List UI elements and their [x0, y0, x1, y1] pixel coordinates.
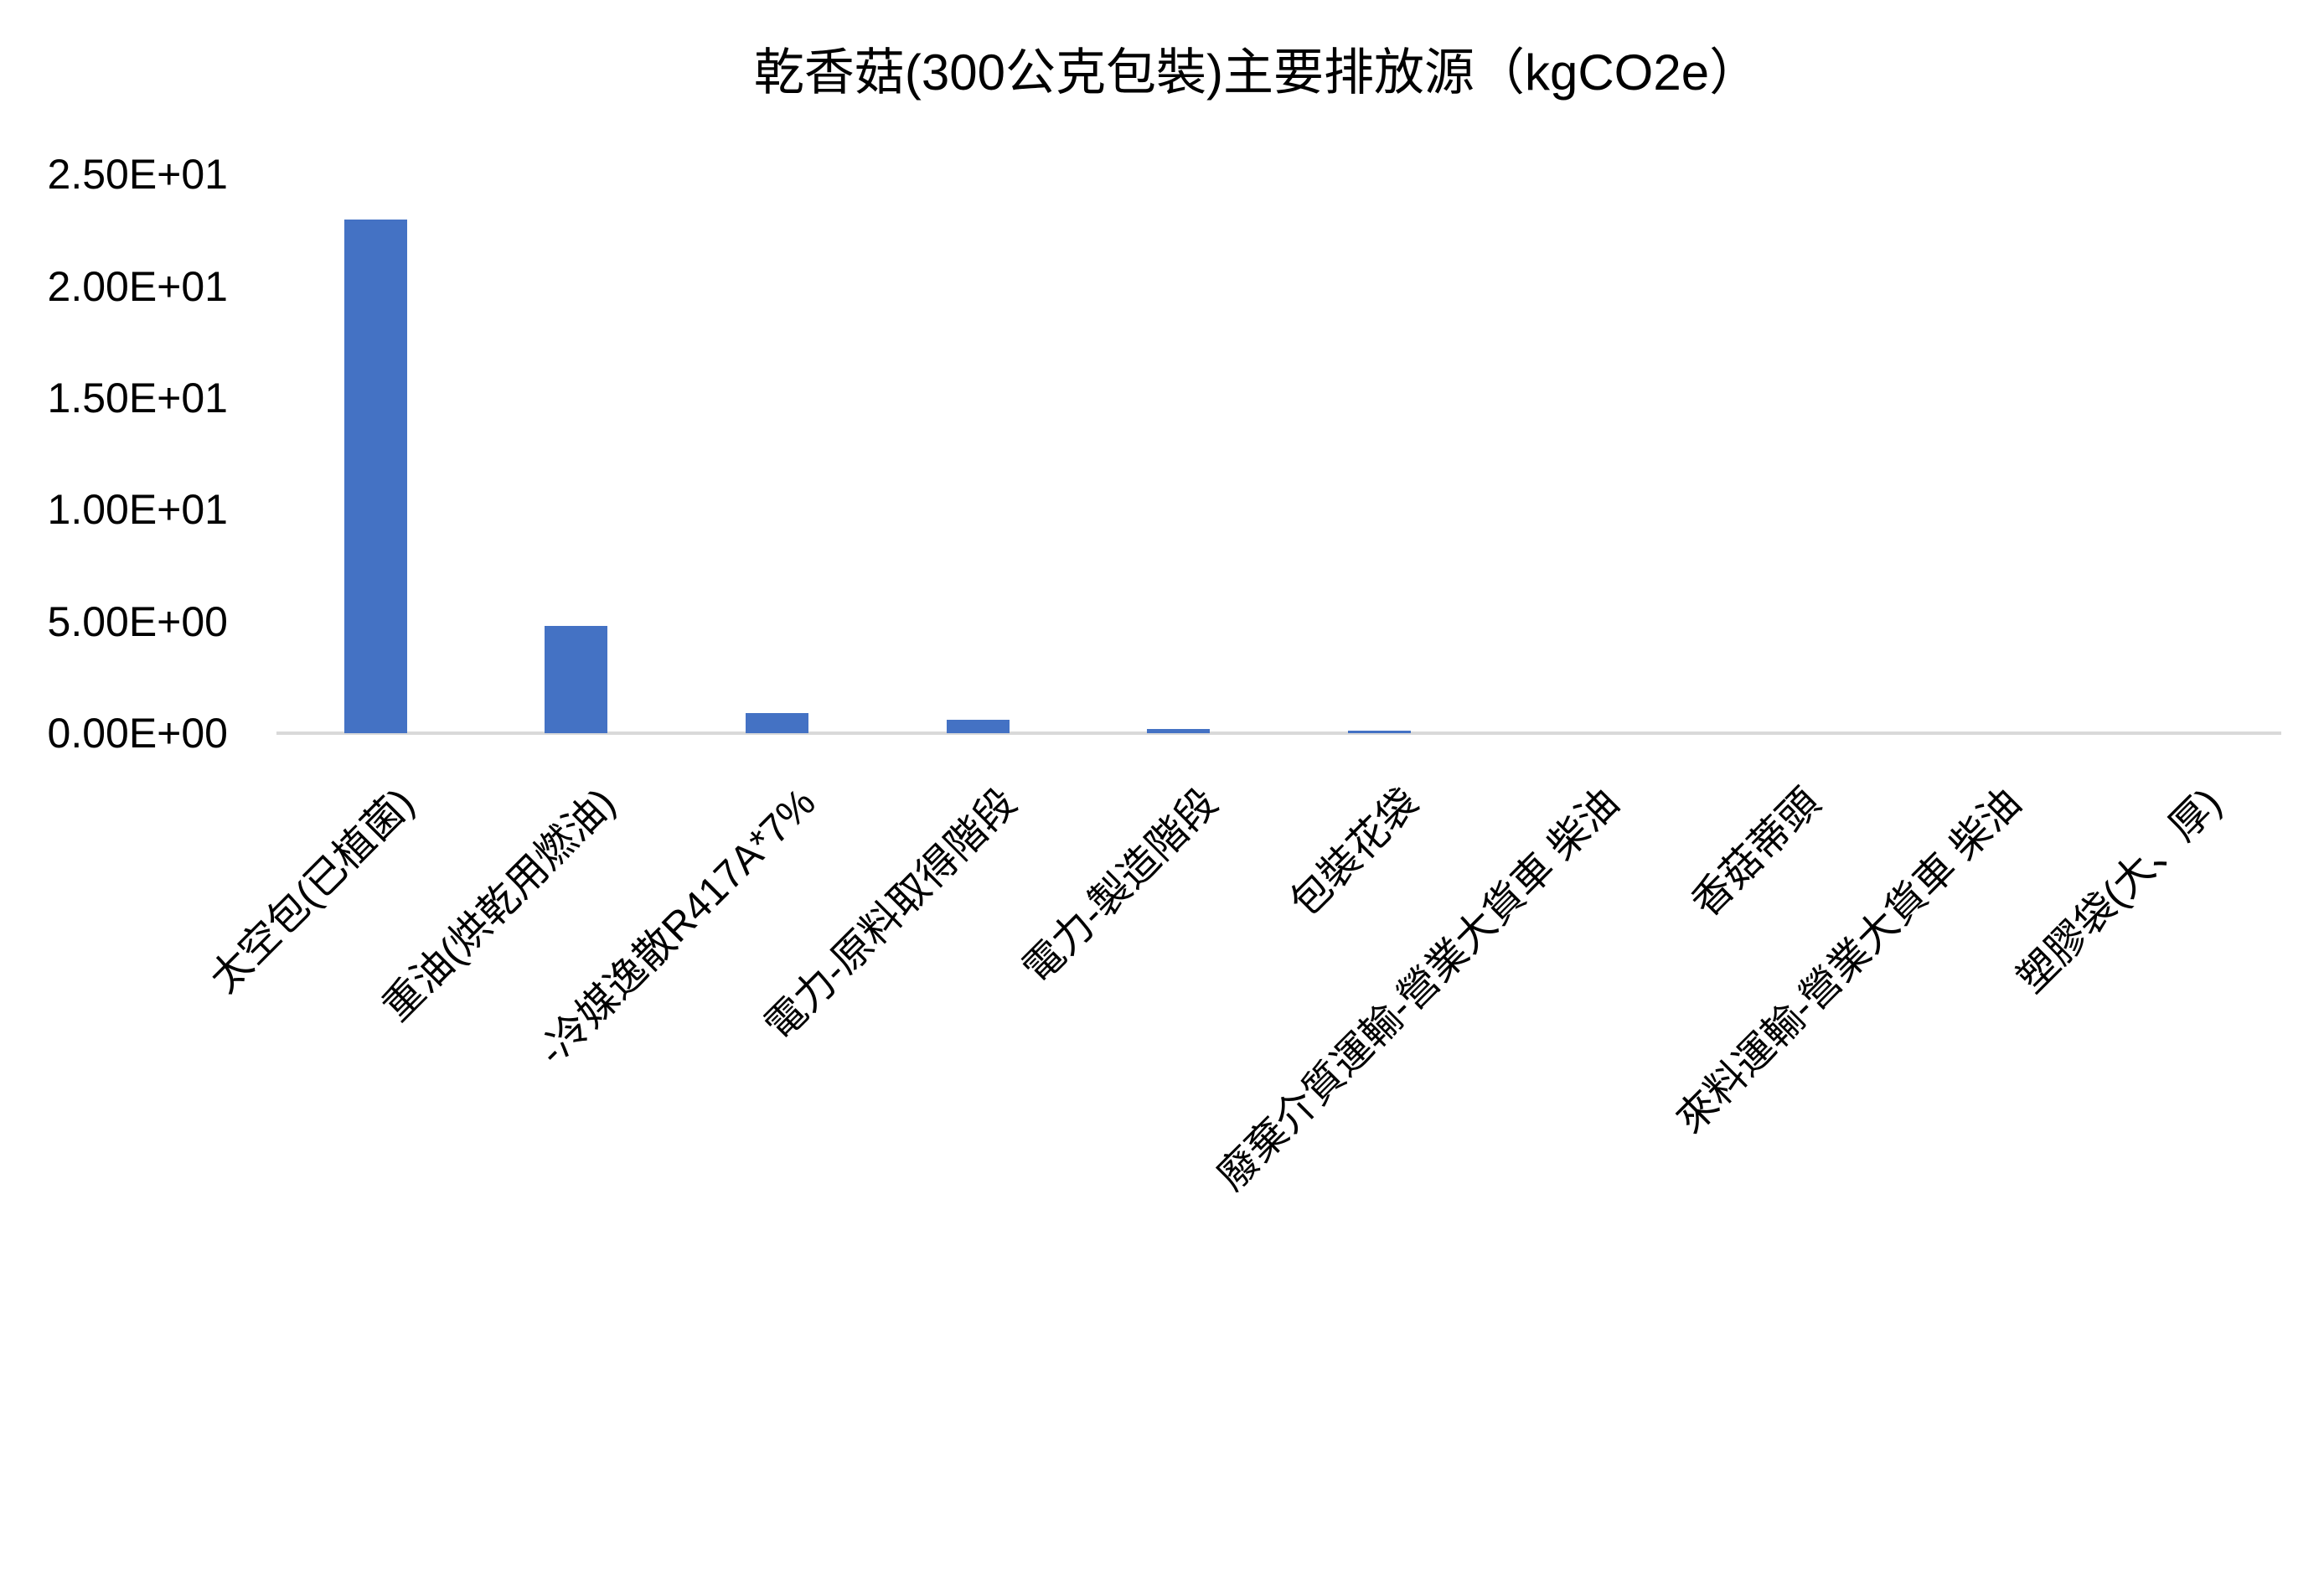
y-axis-tick-label: 0.00E+00 — [47, 710, 228, 757]
x-axis-line — [276, 732, 2281, 735]
y-axis-tick-label: 2.00E+01 — [47, 262, 228, 310]
x-axis-label: 包裝花袋 — [1282, 780, 1428, 926]
chart-area: 乾香菇(300公克包裝)主要排放源（kgCO2e） 0.00E+00 5.00E+… — [47, 44, 2281, 1199]
x-axis-label: 來料運輸-營業大貨車 柴油 — [1667, 780, 2030, 1142]
bar-3 — [746, 713, 808, 733]
x-axis-label: -冷媒逸散R417A*7% — [530, 780, 825, 1074]
bar-5 — [1147, 729, 1210, 733]
x-axis-label: 電力-原料取得階段 — [757, 780, 1025, 1049]
y-axis-tick-label: 5.00E+00 — [47, 597, 228, 645]
x-axis-label: 香菇蒂頭 — [1683, 780, 1829, 926]
bar-1 — [344, 220, 407, 733]
bar-2 — [545, 626, 607, 733]
y-axis-tick-label: 1.50E+01 — [47, 375, 228, 421]
bar-4 — [947, 720, 1010, 733]
chart-title: 乾香菇(300公克包裝)主要排放源（kgCO2e） — [753, 44, 1760, 101]
y-axis-tick-label: 1.00E+01 — [47, 486, 228, 534]
x-axis-label: 電力-製造階段 — [1015, 780, 1227, 992]
x-axis-label: 廢棄介質運輸-營業大貨車 柴油 — [1209, 780, 1628, 1199]
x-axis-label: 塑膠袋(大、厚) — [2009, 780, 2231, 1002]
bar-6 — [1348, 731, 1411, 733]
y-axis-tick-label: 2.50E+01 — [47, 151, 228, 199]
